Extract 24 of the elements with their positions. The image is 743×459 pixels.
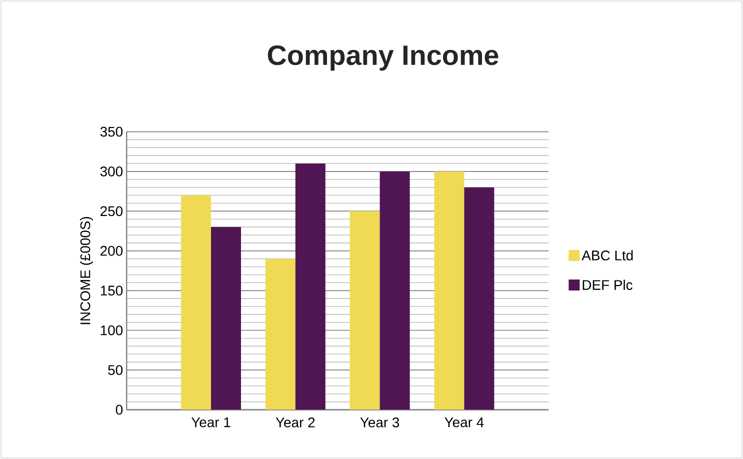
bar — [350, 211, 380, 410]
x-tick-label: Year 4 — [444, 418, 484, 428]
y-axis-title: INCOME (£000S) — [80, 216, 93, 324]
y-tick-label: 150 — [100, 286, 123, 296]
bar — [380, 171, 410, 410]
y-tick-label: 250 — [100, 206, 123, 216]
x-tick-label: Year 1 — [191, 418, 230, 428]
bar — [265, 258, 296, 410]
bar — [295, 164, 326, 410]
legend-label: DEF Plc — [582, 280, 632, 290]
bar — [464, 187, 494, 410]
x-tick-label: Year 3 — [360, 418, 400, 428]
y-tick-label: 50 — [108, 365, 123, 375]
y-tick-label: 350 — [100, 126, 123, 137]
x-tick-label: Year 2 — [276, 418, 315, 428]
legend-label: ABC Ltd — [582, 250, 633, 260]
chart-title: Company Income — [268, 45, 498, 71]
bar — [434, 171, 464, 410]
y-tick-label: 100 — [100, 325, 123, 336]
bar — [211, 227, 242, 410]
bar — [181, 195, 212, 410]
y-tick-label: 0 — [116, 404, 123, 415]
y-tick-label: 300 — [100, 166, 123, 176]
y-tick-label: 200 — [100, 246, 123, 256]
